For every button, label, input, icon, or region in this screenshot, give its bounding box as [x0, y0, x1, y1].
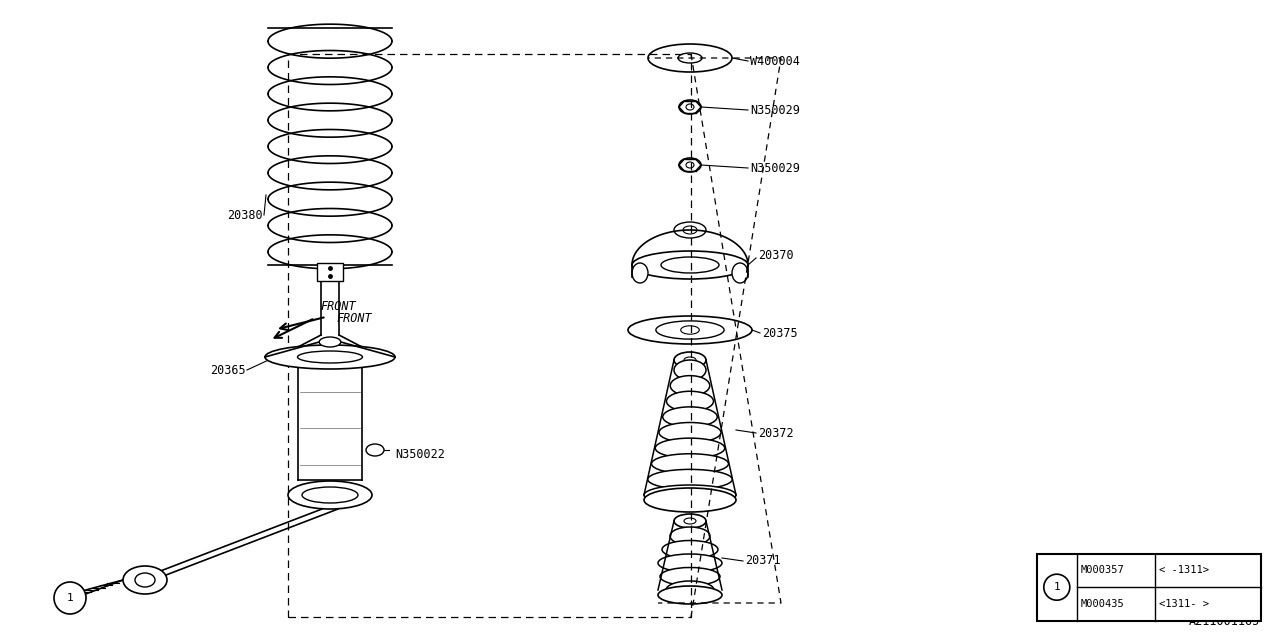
- Bar: [1037, 554, 1261, 621]
- Text: 1: 1: [1053, 582, 1060, 592]
- Ellipse shape: [658, 586, 722, 604]
- Ellipse shape: [681, 326, 699, 334]
- Ellipse shape: [660, 257, 719, 273]
- Ellipse shape: [658, 554, 722, 572]
- Text: A211001165: A211001165: [1189, 615, 1260, 628]
- Ellipse shape: [660, 568, 721, 586]
- Ellipse shape: [265, 345, 396, 369]
- Ellipse shape: [628, 316, 753, 344]
- Ellipse shape: [675, 352, 707, 368]
- Ellipse shape: [632, 251, 748, 279]
- Text: N350029: N350029: [750, 161, 800, 175]
- Ellipse shape: [366, 444, 384, 456]
- Ellipse shape: [632, 263, 648, 283]
- Ellipse shape: [669, 527, 710, 545]
- Text: FRONT: FRONT: [320, 300, 356, 313]
- Ellipse shape: [686, 104, 694, 110]
- Text: M000357: M000357: [1080, 565, 1125, 575]
- Text: <1311- >: <1311- >: [1158, 599, 1208, 609]
- Circle shape: [1043, 574, 1070, 600]
- Ellipse shape: [655, 321, 724, 339]
- Ellipse shape: [678, 158, 701, 172]
- Ellipse shape: [675, 514, 707, 528]
- Circle shape: [54, 582, 86, 614]
- Ellipse shape: [666, 581, 714, 599]
- Text: W400004: W400004: [750, 54, 800, 67]
- Ellipse shape: [684, 357, 696, 363]
- Ellipse shape: [671, 376, 709, 396]
- Ellipse shape: [297, 351, 362, 363]
- Text: N350022: N350022: [396, 447, 445, 461]
- Text: 20371: 20371: [745, 554, 781, 568]
- Ellipse shape: [667, 391, 713, 412]
- Ellipse shape: [123, 566, 166, 594]
- Ellipse shape: [675, 360, 707, 380]
- Ellipse shape: [288, 481, 372, 509]
- Ellipse shape: [684, 518, 696, 524]
- Text: 20365: 20365: [210, 364, 246, 376]
- Ellipse shape: [678, 100, 701, 114]
- Ellipse shape: [302, 487, 358, 503]
- Text: 20375: 20375: [762, 326, 797, 339]
- Ellipse shape: [684, 226, 698, 234]
- Ellipse shape: [675, 222, 707, 238]
- Ellipse shape: [134, 573, 155, 587]
- Text: N350029: N350029: [750, 104, 800, 116]
- Ellipse shape: [686, 162, 694, 168]
- Ellipse shape: [678, 53, 701, 63]
- Text: 1: 1: [67, 593, 73, 603]
- Ellipse shape: [648, 469, 732, 490]
- Ellipse shape: [644, 485, 736, 505]
- Ellipse shape: [659, 422, 721, 442]
- Ellipse shape: [732, 263, 748, 283]
- Text: 20370: 20370: [758, 248, 794, 262]
- Ellipse shape: [663, 407, 717, 427]
- Text: FRONT: FRONT: [337, 312, 372, 325]
- Ellipse shape: [644, 488, 736, 512]
- Ellipse shape: [652, 454, 728, 474]
- Text: M000435: M000435: [1080, 599, 1125, 609]
- Ellipse shape: [655, 438, 724, 458]
- Text: < -1311>: < -1311>: [1158, 565, 1208, 575]
- Bar: [317, 263, 343, 281]
- Text: 20372: 20372: [758, 426, 794, 440]
- Ellipse shape: [648, 44, 732, 72]
- Ellipse shape: [662, 541, 718, 559]
- Text: 20380: 20380: [228, 209, 262, 221]
- Ellipse shape: [319, 337, 340, 347]
